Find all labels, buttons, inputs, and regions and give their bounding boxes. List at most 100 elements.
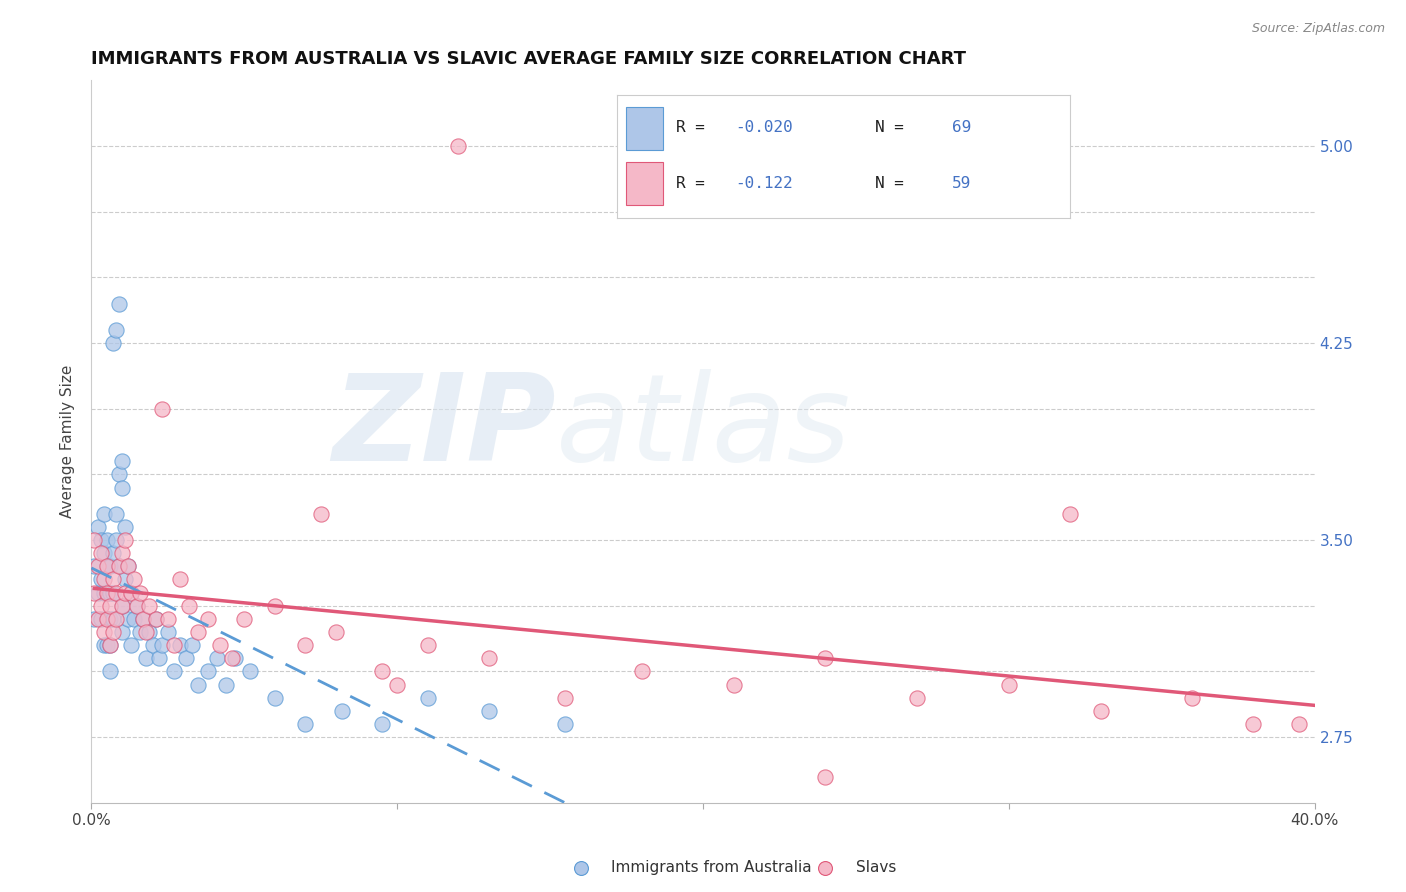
- Point: [83, 559, 105, 574]
- Point: [117, 559, 139, 574]
- Point: [150, 401, 173, 416]
- Point: [96, 612, 118, 626]
- Point: [156, 625, 179, 640]
- Point: [96, 612, 118, 626]
- Point: [447, 139, 470, 153]
- Text: ZIP: ZIP: [332, 368, 557, 485]
- Point: [145, 612, 167, 626]
- Point: [108, 559, 131, 574]
- Point: [101, 573, 124, 587]
- Text: Immigrants from Australia: Immigrants from Australia: [612, 860, 811, 875]
- Point: [96, 559, 118, 574]
- Point: [141, 638, 163, 652]
- Point: [208, 638, 231, 652]
- Point: [96, 638, 118, 652]
- Point: [181, 638, 204, 652]
- Point: [111, 481, 134, 495]
- Point: [163, 665, 186, 679]
- Point: [554, 690, 576, 705]
- Point: [104, 507, 127, 521]
- Point: [169, 638, 191, 652]
- Point: [145, 612, 167, 626]
- Point: [93, 573, 115, 587]
- Point: [1090, 704, 1112, 718]
- Point: [111, 599, 134, 613]
- Point: [114, 520, 136, 534]
- Text: Source: ZipAtlas.com: Source: ZipAtlas.com: [1251, 22, 1385, 36]
- Point: [86, 612, 108, 626]
- Point: [122, 612, 145, 626]
- Point: [264, 690, 287, 705]
- Point: [631, 665, 654, 679]
- Point: [111, 454, 134, 468]
- Point: [197, 612, 219, 626]
- Point: [98, 599, 121, 613]
- Point: [814, 651, 837, 665]
- Point: [138, 599, 160, 613]
- Point: [1181, 690, 1204, 705]
- Point: [205, 651, 228, 665]
- Point: [150, 638, 173, 652]
- Point: [108, 296, 131, 310]
- Point: [93, 625, 115, 640]
- Point: [108, 559, 131, 574]
- Point: [90, 612, 112, 626]
- Point: [83, 533, 105, 547]
- Point: [294, 717, 316, 731]
- Point: [1059, 507, 1081, 521]
- Point: [554, 717, 576, 731]
- Point: [90, 533, 112, 547]
- Point: [1243, 717, 1265, 731]
- Point: [179, 599, 201, 613]
- Point: [371, 717, 394, 731]
- Point: [233, 612, 256, 626]
- Point: [187, 677, 209, 691]
- Point: [174, 651, 197, 665]
- Point: [98, 638, 121, 652]
- Point: [114, 533, 136, 547]
- Point: [96, 533, 118, 547]
- Point: [120, 585, 142, 599]
- Text: Slavs: Slavs: [856, 860, 896, 875]
- Point: [108, 467, 131, 482]
- Point: [93, 507, 115, 521]
- Point: [111, 625, 134, 640]
- Point: [224, 651, 246, 665]
- Point: [221, 651, 243, 665]
- Point: [98, 612, 121, 626]
- Point: [129, 585, 152, 599]
- Point: [135, 651, 157, 665]
- Point: [90, 573, 112, 587]
- Point: [163, 638, 186, 652]
- Point: [264, 599, 287, 613]
- Point: [96, 559, 118, 574]
- Point: [156, 612, 179, 626]
- Point: [309, 507, 332, 521]
- Point: [104, 612, 127, 626]
- Point: [104, 585, 127, 599]
- Point: [96, 585, 118, 599]
- Point: [416, 690, 439, 705]
- Point: [215, 677, 238, 691]
- Point: [478, 704, 501, 718]
- Point: [129, 625, 152, 640]
- Text: atlas: atlas: [557, 368, 852, 485]
- Point: [114, 585, 136, 599]
- Point: [101, 612, 124, 626]
- Point: [83, 585, 105, 599]
- Point: [135, 625, 157, 640]
- Point: [104, 323, 127, 337]
- Point: [169, 573, 191, 587]
- Point: [132, 612, 155, 626]
- Point: [101, 546, 124, 560]
- Point: [325, 625, 347, 640]
- Point: [90, 546, 112, 560]
- Point: [98, 585, 121, 599]
- Point: [998, 677, 1021, 691]
- Point: [93, 638, 115, 652]
- Point: [104, 533, 127, 547]
- Point: [127, 599, 149, 613]
- Point: [101, 336, 124, 351]
- Point: [371, 665, 394, 679]
- Y-axis label: Average Family Size: Average Family Size: [60, 365, 76, 518]
